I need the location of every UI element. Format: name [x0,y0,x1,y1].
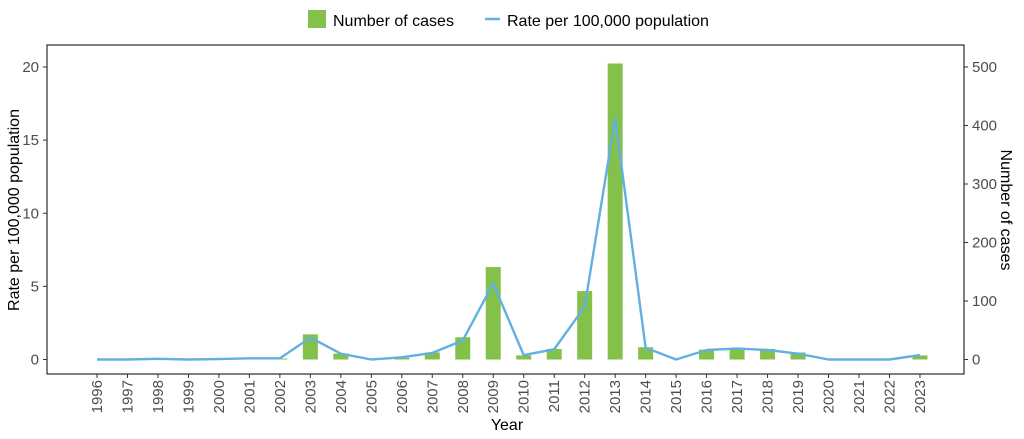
x-tick-label-2006: 2006 [394,380,411,413]
bar-2016 [699,349,715,360]
x-tick-label-2010: 2010 [516,380,533,413]
bar-2018 [760,348,776,360]
x-tick-label-2001: 2001 [241,380,258,413]
y-right-tick-label: 300 [972,176,997,193]
y-right-tick-label: 100 [972,293,997,310]
x-tick-label-2013: 2013 [607,380,624,413]
x-tick-label-2003: 2003 [302,380,319,413]
y-left-tick-label: 5 [31,278,39,295]
x-tick-label-2011: 2011 [546,380,563,412]
x-tick-label-2005: 2005 [363,380,380,413]
right-axis: 0 100 200 300 400 500 [964,59,997,369]
y-right-tick-label: 200 [972,235,997,252]
legend-label-rate: Rate per 100,000 population [507,13,709,30]
x-tick-label-1997: 1997 [119,380,136,413]
legend-swatch-cases [308,10,326,28]
x-tick-label-2008: 2008 [455,380,472,413]
line-layer [97,116,921,361]
bar-2023 [912,355,928,360]
x-tick-label-2023: 2023 [912,380,929,413]
bars-layer [241,63,928,360]
x-tick-label-2007: 2007 [424,380,441,413]
x-tick-label-1998: 1998 [150,380,167,413]
y-left-tick-label: 20 [22,59,39,76]
x-tick-label-2017: 2017 [729,380,746,413]
bar-2004 [333,353,349,360]
left-axis: 0 5 10 15 20 [22,59,47,369]
x-tick-label-2016: 2016 [699,380,716,413]
x-tick-label-2018: 2018 [760,380,777,413]
x-tick-label-1999: 1999 [180,380,197,413]
y-axis-right-title: Number of cases [997,150,1014,271]
x-axis-title: Year [491,417,524,434]
plot-panel [46,44,965,375]
x-tick-label-2000: 2000 [211,380,228,413]
x-axis: 1996 1997 1998 1999 2000 2001 2002 2003 2004 2005… [89,374,929,413]
x-tick-label-2021: 2021 [851,380,868,413]
x-tick-label-2014: 2014 [638,380,655,413]
bar-2011 [546,348,562,360]
x-tick-label-2020: 2020 [821,380,838,413]
x-tick-label-1996: 1996 [89,380,106,413]
y-left-tick-label: 10 [22,205,39,222]
x-tick-label-2019: 2019 [790,380,807,413]
bar-2010 [516,355,532,360]
bar-2012 [577,291,593,360]
legend: Number of cases Rate per 100,000 populat… [308,10,709,30]
bar-2019 [790,352,806,360]
x-tick-label-2022: 2022 [881,380,898,413]
legend-label-cases: Number of cases [333,13,454,30]
plot-border [46,44,965,375]
bar-2017 [729,347,745,360]
y-left-tick-label: 15 [22,132,39,149]
x-tick-label-2012: 2012 [577,380,594,413]
y-right-tick-label: 0 [972,352,980,369]
bar-2007 [424,352,440,360]
x-tick-label-2015: 2015 [668,380,685,413]
bar-2006 [394,357,410,360]
x-tick-label-2002: 2002 [272,380,289,413]
bar-2013 [607,63,623,360]
y-right-tick-label: 400 [972,118,997,135]
y-left-tick-label: 0 [31,352,39,369]
x-tick-label-2009: 2009 [485,380,502,413]
x-tick-label-2004: 2004 [333,380,350,413]
y-axis-left-title: Rate per 100,000 population [6,109,23,311]
rate-line [97,116,921,361]
y-right-tick-label: 500 [972,59,997,76]
bar-2009 [485,267,501,360]
